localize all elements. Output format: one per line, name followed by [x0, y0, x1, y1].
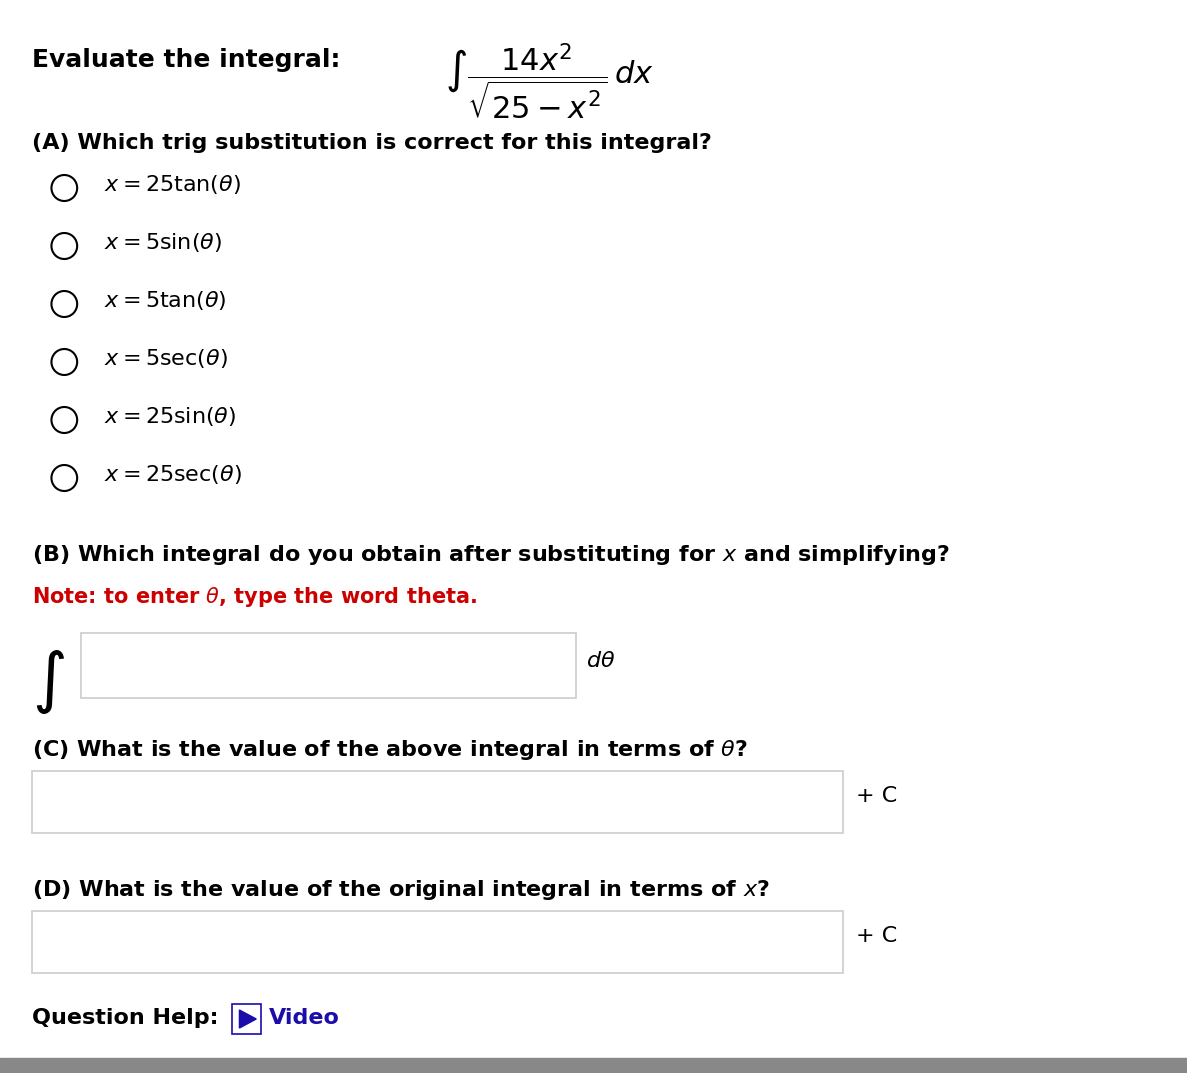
- Circle shape: [52, 291, 77, 317]
- FancyBboxPatch shape: [31, 911, 842, 973]
- Text: + C: + C: [856, 787, 898, 806]
- Text: Evaluate the integral:: Evaluate the integral:: [31, 48, 340, 72]
- Text: $x = 5\tan(\theta)$: $x = 5\tan(\theta)$: [104, 290, 227, 312]
- Text: $\int$: $\int$: [31, 648, 65, 716]
- Text: Note: to enter $\theta$, type the word theta.: Note: to enter $\theta$, type the word t…: [31, 585, 476, 609]
- Text: $d\theta$: $d\theta$: [586, 651, 616, 671]
- Text: $\int \dfrac{14x^2}{\sqrt{25 - x^2}}\,dx$: $\int \dfrac{14x^2}{\sqrt{25 - x^2}}\,dx…: [445, 41, 654, 121]
- FancyBboxPatch shape: [232, 1004, 262, 1034]
- Text: $x = 25\tan(\theta)$: $x = 25\tan(\theta)$: [104, 174, 241, 196]
- Text: (C) What is the value of the above integral in terms of $\theta$?: (C) What is the value of the above integ…: [31, 738, 748, 762]
- FancyBboxPatch shape: [82, 633, 576, 699]
- Circle shape: [52, 465, 77, 491]
- Text: (B) Which integral do you obtain after substituting for $x$ and simplifying?: (B) Which integral do you obtain after s…: [31, 543, 949, 567]
- Text: $x = 5\sin(\theta)$: $x = 5\sin(\theta)$: [104, 232, 222, 254]
- Bar: [0, 1058, 1187, 1073]
- Text: Question Help:: Question Help:: [31, 1008, 218, 1028]
- Text: + C: + C: [856, 926, 898, 946]
- Circle shape: [52, 233, 77, 259]
- Polygon shape: [240, 1010, 257, 1028]
- FancyBboxPatch shape: [31, 771, 842, 833]
- Text: Video: Video: [269, 1008, 340, 1028]
- Circle shape: [52, 349, 77, 374]
- Circle shape: [52, 175, 77, 201]
- Text: $x = 25\sin(\theta)$: $x = 25\sin(\theta)$: [104, 406, 236, 428]
- Circle shape: [52, 407, 77, 433]
- Text: (A) Which trig substitution is correct for this integral?: (A) Which trig substitution is correct f…: [31, 133, 712, 153]
- Text: $x = 25\sec(\theta)$: $x = 25\sec(\theta)$: [104, 464, 241, 486]
- Text: $x = 5\sec(\theta)$: $x = 5\sec(\theta)$: [104, 348, 228, 370]
- Text: (D) What is the value of the original integral in terms of $x$?: (D) What is the value of the original in…: [31, 878, 769, 902]
